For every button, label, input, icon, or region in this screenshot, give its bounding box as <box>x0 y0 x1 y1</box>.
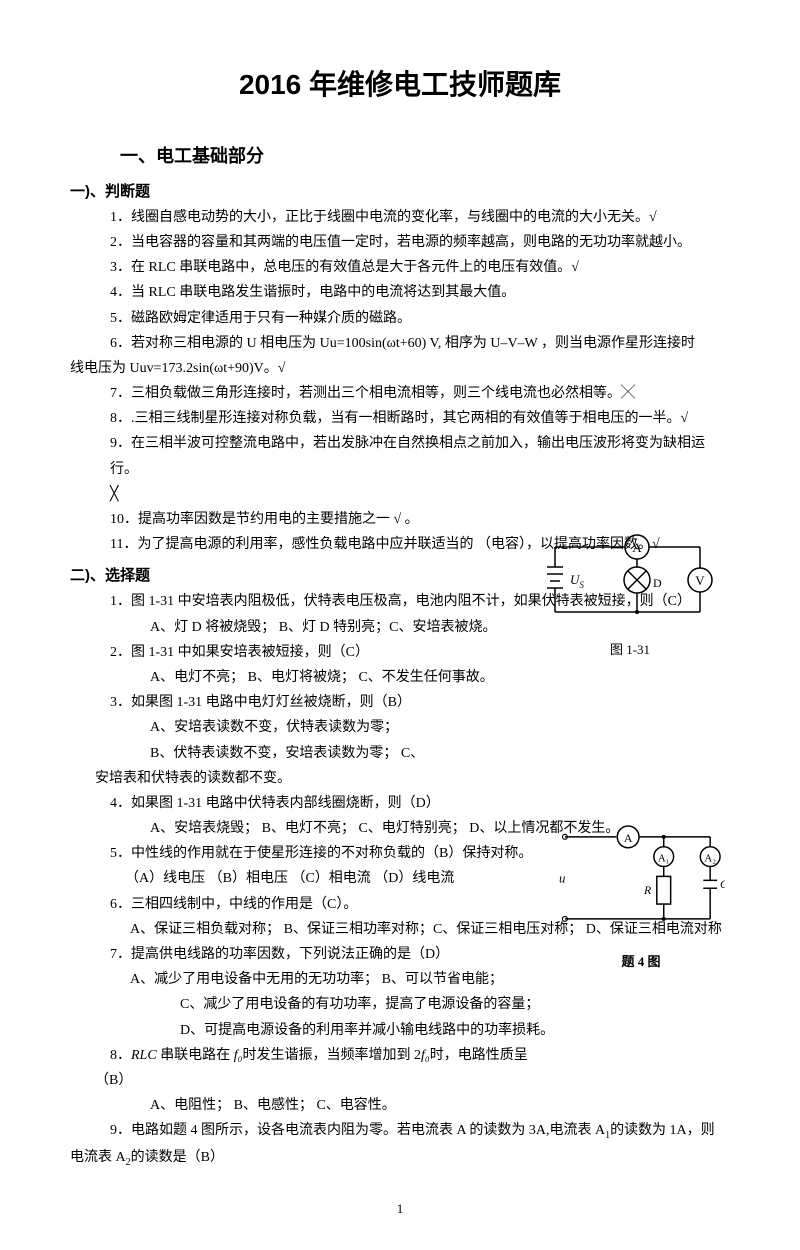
circuit-2-svg: A u A₁ R A₂ C <box>557 825 725 939</box>
svg-text:C: C <box>720 877 725 891</box>
choice-9-cont: 电流表 A2的读数是（B） <box>70 1145 730 1172</box>
svg-text:A: A <box>624 831 633 845</box>
choice-4: 4．如果图 1-31 电路中伏特表内部线圈烧断，则（D） <box>110 791 730 816</box>
judgment-8: 8．.三相三线制星形连接对称负载，当有一相断路时，其它两相的有效值等于相电压的一… <box>110 406 730 431</box>
c8-part-b: 串联电路在 <box>160 1048 230 1063</box>
c9-part-b: 的读数为 1A，则 <box>610 1123 715 1138</box>
choice-7-opt-c: C、减少了用电设备的有功功率，提高了电源设备的容量； <box>180 992 730 1017</box>
circuit-diagram-1: A US D V 图 1-31 <box>545 532 715 662</box>
section-1-title: 一、电工基础部分 <box>120 140 730 172</box>
svg-text:V: V <box>695 573 705 588</box>
choice-3-opt-a: A、安培表读数不变，伏特表读数为零； <box>150 715 730 740</box>
fig-1-label: 图 1-31 <box>545 638 715 661</box>
choice-7-opt-d: D、可提高电源设备的利用率并减小输电线路中的功率损耗。 <box>180 1018 730 1043</box>
c8-rlc: RLC <box>131 1048 157 1063</box>
svg-text:D: D <box>653 576 662 590</box>
svg-text:A₂: A₂ <box>704 853 716 865</box>
choice-3: 3．如果图 1-31 电路中电灯灯丝被烧断，则（B） <box>110 690 730 715</box>
choice-2-opt: A、电灯不亮； B、电灯将被烧； C、不发生任何事故。 <box>150 665 730 690</box>
c9-part-a: 9．电路如题 4 图所示，设各电流表内阻为零。若电流表 A 的读数为 3A,电流… <box>110 1123 605 1138</box>
circuit-1-svg: A US D V <box>545 532 715 627</box>
svg-text:A: A <box>632 540 642 555</box>
c8-part-c: 时发生谐振，当频率增加到 2 <box>242 1048 421 1063</box>
c8-f0-2: f₀ <box>421 1048 430 1063</box>
judgment-2: 2．当电容器的容量和其两端的电压值一定时，若电源的频率越高，则电路的无功功率就越… <box>110 230 730 255</box>
judgment-1: 1．线圈自感电动势的大小，正比于线圈中电流的变化率，与线圈中的电流的大小无关。√ <box>110 205 730 230</box>
svg-text:US: US <box>570 572 584 590</box>
page-number: 1 <box>70 1197 730 1220</box>
judgment-9b: ╳ <box>110 482 730 507</box>
judgment-10: 10．提高功率因数是节约用电的主要措施之一 √ 。 <box>110 507 730 532</box>
judgment-5: 5．磁路欧姆定律适用于只有一种媒介质的磁路。 <box>110 306 730 331</box>
judgment-4: 4．当 RLC 串联电路发生谐振时，电路中的电流将达到其最大值。 <box>110 280 730 305</box>
judgment-6b: 线电压为 Uuv=173.2sin(ωt+90)V。√ <box>70 356 730 381</box>
circuit-diagram-2: A u A₁ R A₂ C 题 4 图 <box>557 825 725 973</box>
judgment-9a: 9．在三相半波可控整流电路中，若出发脉冲在自然换相点之前加入，输出电压波形将变为… <box>110 431 730 481</box>
choice-8: 8．RLC 串联电路在 f₀时发生谐振，当频率增加到 2f₀时，电路性质呈 <box>110 1043 730 1068</box>
c9-part-d: 的读数是（B） <box>131 1150 224 1165</box>
svg-text:A₁: A₁ <box>658 853 670 865</box>
judgment-7: 7．三相负载做三角形连接时，若测出三个相电流相等，则三个线电流也必然相等。╳ <box>110 381 730 406</box>
judgment-6a: 6．若对称三相电源的 U 相电压为 Uu=100sin(ωt+60) V, 相序… <box>110 331 730 356</box>
subsection-judgment: 一)、判断题 <box>70 178 730 205</box>
svg-text:R: R <box>643 883 652 897</box>
fig-2-label: 题 4 图 <box>557 950 725 973</box>
choice-8-opt: A、电阻性； B、电感性； C、电容性。 <box>150 1093 730 1118</box>
c8-part-d: 时，电路性质呈 <box>430 1048 528 1063</box>
c9-part-c: 电流表 A <box>70 1150 126 1165</box>
judgment-3: 3．在 RLC 串联电路中，总电压的有效值总是大于各元件上的电压有效值。√ <box>110 255 730 280</box>
choice-3-opt-b: B、伏特表读数不变，安培表读数为零； C、 <box>150 741 730 766</box>
choice-3-opt-c: 安培表和伏特表的读数都不变。 <box>95 766 730 791</box>
svg-text:u: u <box>559 871 565 885</box>
choice-8e: （B） <box>95 1068 730 1093</box>
main-title: 2016 年维修电工技师题库 <box>70 60 730 110</box>
c8-part-a: 8． <box>110 1048 131 1063</box>
